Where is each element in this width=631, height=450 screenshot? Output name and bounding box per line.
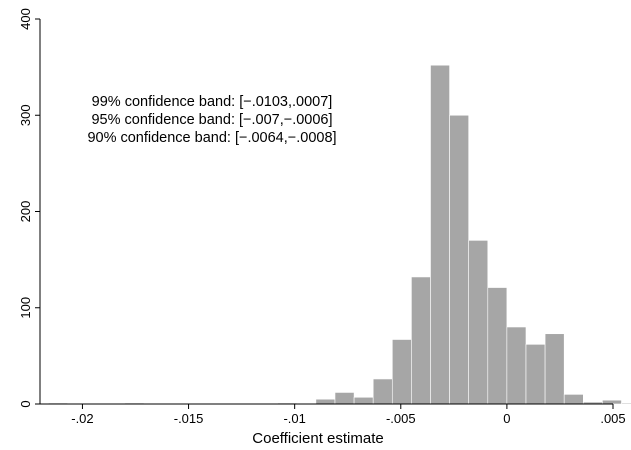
histogram-bar-16 <box>563 394 584 405</box>
histogram-bar-5 <box>353 396 374 405</box>
x-axis-title: Coefficient estimate <box>252 430 383 447</box>
y-tick-label-4: 400 <box>18 8 33 30</box>
histogram-bar-13 <box>506 326 527 405</box>
histogram-bar-19 <box>621 402 631 405</box>
x-tick-label-4: 0 <box>503 411 510 426</box>
histogram-bar-11 <box>468 240 489 405</box>
histogram-bar-15 <box>544 333 565 405</box>
x-tick-label-3: -.005 <box>386 411 416 426</box>
y-tick-label-2: 200 <box>18 201 33 223</box>
histogram-bar-12 <box>487 287 508 405</box>
histogram-bar-18 <box>602 399 622 405</box>
x-tick-label-5: .005 <box>600 411 625 426</box>
confidence-band-90: 90% confidence band: [−.0064,−.0008] <box>87 130 336 146</box>
y-axis-ticks: 0 100 200 300 400 <box>18 8 40 408</box>
histogram-bar-14 <box>525 344 546 405</box>
x-tick-label-2: -.01 <box>283 411 305 426</box>
histogram-bar-4 <box>334 392 355 405</box>
histogram-bars <box>48 64 631 405</box>
confidence-band-99: 99% confidence band: [−.0103,.0007] <box>92 94 333 110</box>
confidence-band-95: 95% confidence band: [−.007,−.0006] <box>91 112 332 128</box>
y-tick-label-3: 300 <box>18 104 33 126</box>
x-axis-ticks: -.02 -.015 -.01 -.005 0 .005 <box>71 404 626 426</box>
histogram-bar-7 <box>391 339 412 405</box>
histogram-bar-10 <box>449 114 469 405</box>
x-tick-label-0: -.02 <box>71 411 93 426</box>
histogram-bar-8 <box>411 276 431 405</box>
histogram-bar-3 <box>315 398 336 405</box>
histogram-bar-6 <box>372 378 393 405</box>
x-tick-label-1: -.015 <box>174 411 204 426</box>
histogram-bar-9 <box>430 64 450 405</box>
y-tick-label-0: 0 <box>18 400 33 407</box>
y-tick-label-1: 100 <box>18 297 33 319</box>
